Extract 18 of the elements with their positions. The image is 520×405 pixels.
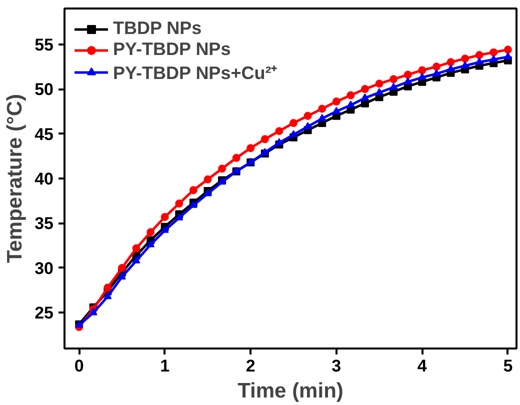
- x-tick-label: 5: [503, 356, 513, 376]
- y-tick-label: 50: [34, 80, 54, 100]
- y-tick-label: 55: [34, 35, 54, 54]
- x-tick-label: 2: [246, 356, 256, 376]
- x-tick-label: 0: [74, 356, 84, 376]
- y-axis-title: Temperature (°C): [4, 94, 27, 264]
- y-tick-label: 40: [34, 170, 54, 188]
- legend-label: PY-TBDP NPs: [113, 39, 231, 60]
- x-axis-title: Time (min): [238, 380, 344, 402]
- x-tick-label: 1: [160, 356, 170, 376]
- x-tick-label: 4: [417, 356, 428, 376]
- y-tick-label: 25: [34, 304, 54, 323]
- legend-label: PY-TBDP NPs+Cu²⁺: [113, 62, 278, 84]
- y-tick-label: 45: [34, 124, 54, 144]
- legend-label: TBDP NPs: [113, 18, 202, 39]
- y-tick-label: 30: [34, 258, 54, 278]
- y-tick-label: 35: [34, 214, 54, 234]
- x-tick-label: 3: [332, 356, 342, 376]
